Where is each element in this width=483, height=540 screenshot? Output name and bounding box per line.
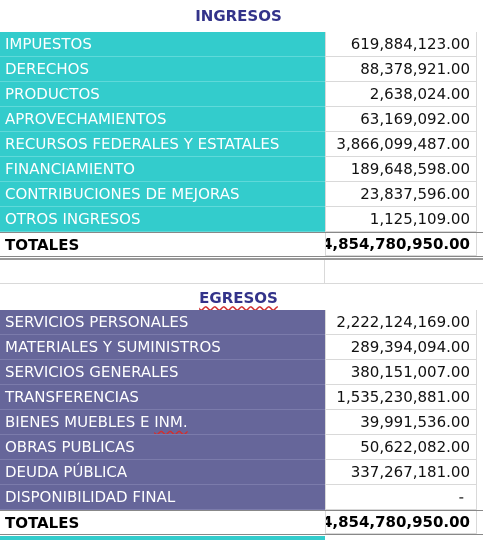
egresos-value-cell[interactable]: 380,151,007.00 xyxy=(325,360,477,385)
empty-cell[interactable] xyxy=(477,310,483,335)
row-divider xyxy=(0,258,483,260)
egresos-value-cell[interactable]: 337,267,181.00 xyxy=(325,460,477,485)
egresos-label-cell[interactable]: SERVICIOS PERSONALES xyxy=(0,310,325,335)
ingresos-value-cell[interactable]: 619,884,123.00 xyxy=(325,32,477,57)
ingresos-value-cell[interactable]: 189,648,598.00 xyxy=(325,157,477,182)
empty-cell[interactable] xyxy=(477,435,483,460)
ingresos-label-cell[interactable]: CONTRIBUCIONES DE MEJORAS xyxy=(0,182,325,207)
table-row[interactable]: TRANSFERENCIAS 1,535,230,881.00 xyxy=(0,385,483,410)
empty-cell[interactable] xyxy=(477,410,483,435)
egresos-value-cell[interactable]: 2,222,124,169.00 xyxy=(325,310,477,335)
ingresos-value-cell[interactable]: 23,837,596.00 xyxy=(325,182,477,207)
ingresos-label-cell[interactable]: IMPUESTOS xyxy=(0,32,325,57)
empty-cell[interactable] xyxy=(477,335,483,360)
empty-cell[interactable] xyxy=(477,385,483,410)
empty-cell[interactable] xyxy=(477,82,483,107)
table-row[interactable]: SERVICIOS PERSONALES 2,222,124,169.00 xyxy=(0,310,483,335)
table-row[interactable]: IMPUESTOS 619,884,123.00 xyxy=(0,32,483,57)
empty-cell[interactable] xyxy=(477,233,483,256)
table-row[interactable]: APROVECHAMIENTOS 63,169,092.00 xyxy=(0,107,483,132)
empty-cell[interactable] xyxy=(477,460,483,485)
ingresos-title: INGRESOS xyxy=(195,7,282,25)
table-row[interactable]: DEUDA PÚBLICA 337,267,181.00 xyxy=(0,460,483,485)
table-row[interactable]: CONTRIBUCIONES DE MEJORAS 23,837,596.00 xyxy=(0,182,483,207)
empty-cell[interactable] xyxy=(325,260,483,283)
egresos-total-row[interactable]: TOTALES 4,854,780,950.00 xyxy=(0,510,483,535)
next-row-strip xyxy=(0,536,325,540)
ingresos-value-cell[interactable]: 88,378,921.00 xyxy=(325,57,477,82)
ingresos-header[interactable]: INGRESOS xyxy=(0,0,477,32)
empty-cell[interactable] xyxy=(477,132,483,157)
egresos-label-cell[interactable]: MATERIALES Y SUMINISTROS xyxy=(0,335,325,360)
ingresos-label-cell[interactable]: APROVECHAMIENTOS xyxy=(0,107,325,132)
egresos-label-cell[interactable]: DISPONIBILIDAD FINAL xyxy=(0,485,325,510)
empty-cell[interactable] xyxy=(477,485,483,510)
ingresos-label-cell[interactable]: PRODUCTOS xyxy=(0,82,325,107)
table-row[interactable]: DERECHOS 88,378,921.00 xyxy=(0,57,483,82)
empty-cell[interactable] xyxy=(477,107,483,132)
ingresos-label-cell[interactable]: OTROS INGRESOS xyxy=(0,207,325,232)
empty-cell[interactable] xyxy=(0,260,325,283)
table-row[interactable]: OTROS INGRESOS 1,125,109.00 xyxy=(0,207,483,232)
egresos-value-cell[interactable]: 1,535,230,881.00 xyxy=(325,385,477,410)
empty-cell[interactable] xyxy=(477,182,483,207)
ingresos-value-cell[interactable]: 3,866,099,487.00 xyxy=(325,132,477,157)
table-row[interactable]: PRODUCTOS 2,638,024.00 xyxy=(0,82,483,107)
ingresos-total-label[interactable]: TOTALES xyxy=(0,233,325,256)
table-row[interactable]: BIENES MUEBLES E INM. 39,991,536.00 xyxy=(0,410,483,435)
egresos-value-cell[interactable]: 39,991,536.00 xyxy=(325,410,477,435)
egresos-label-cell[interactable]: SERVICIOS GENERALES xyxy=(0,360,325,385)
empty-cell[interactable] xyxy=(477,511,483,534)
table-row[interactable]: RECURSOS FEDERALES Y ESTATALES 3,866,099… xyxy=(0,132,483,157)
ingresos-value-cell[interactable]: 63,169,092.00 xyxy=(325,107,477,132)
egresos-label-cell[interactable]: BIENES MUEBLES E INM. xyxy=(0,410,325,435)
egresos-title: EGRESOS xyxy=(199,288,278,307)
ingresos-label-cell[interactable]: FINANCIAMIENTO xyxy=(0,157,325,182)
empty-row[interactable] xyxy=(0,260,483,284)
egresos-label-cell[interactable]: DEUDA PÚBLICA xyxy=(0,460,325,485)
ingresos-total-value[interactable]: 4,854,780,950.00 xyxy=(325,233,477,256)
egresos-value-cell[interactable]: 289,394,094.00 xyxy=(325,335,477,360)
table-row[interactable]: SERVICIOS GENERALES 380,151,007.00 xyxy=(0,360,483,385)
egresos-total-label[interactable]: TOTALES xyxy=(0,511,325,534)
egresos-value-cell[interactable]: - xyxy=(325,485,477,510)
egresos-total-value[interactable]: 4,854,780,950.00 xyxy=(325,511,477,534)
ingresos-total-row[interactable]: TOTALES 4,854,780,950.00 xyxy=(0,232,483,257)
table-row[interactable]: OBRAS PUBLICAS 50,622,082.00 xyxy=(0,435,483,460)
ingresos-label-cell[interactable]: RECURSOS FEDERALES Y ESTATALES xyxy=(0,132,325,157)
table-row[interactable]: MATERIALES Y SUMINISTROS 289,394,094.00 xyxy=(0,335,483,360)
empty-cell[interactable] xyxy=(477,57,483,82)
ingresos-value-cell[interactable]: 2,638,024.00 xyxy=(325,82,477,107)
empty-cell[interactable] xyxy=(477,157,483,182)
table-row[interactable]: FINANCIAMIENTO 189,648,598.00 xyxy=(0,157,483,182)
egresos-value-cell[interactable]: 50,622,082.00 xyxy=(325,435,477,460)
egresos-label-cell[interactable]: TRANSFERENCIAS xyxy=(0,385,325,410)
egresos-header[interactable]: EGRESOS xyxy=(0,285,477,310)
egresos-label-text: BIENES MUEBLES E INM. xyxy=(5,413,188,431)
spellcheck-underline: INM. xyxy=(154,413,188,431)
ingresos-label-cell[interactable]: DERECHOS xyxy=(0,57,325,82)
ingresos-value-cell[interactable]: 1,125,109.00 xyxy=(325,207,477,232)
table-row[interactable]: DISPONIBILIDAD FINAL - xyxy=(0,485,483,510)
egresos-label-cell[interactable]: OBRAS PUBLICAS xyxy=(0,435,325,460)
empty-cell[interactable] xyxy=(477,360,483,385)
empty-cell[interactable] xyxy=(477,32,483,57)
empty-cell[interactable] xyxy=(477,207,483,232)
